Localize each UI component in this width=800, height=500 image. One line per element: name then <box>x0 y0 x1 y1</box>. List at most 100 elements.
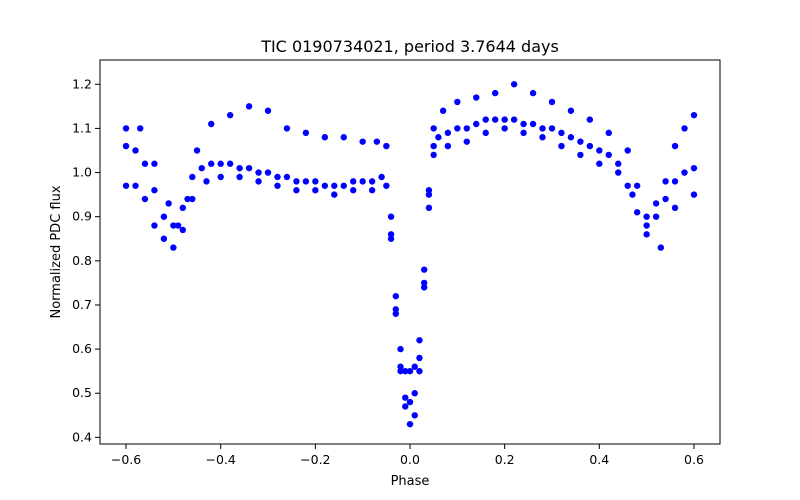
data-point <box>402 394 409 401</box>
data-point <box>392 306 400 313</box>
data-point <box>596 160 603 167</box>
data-point <box>245 103 253 110</box>
x-tick-label: 0.0 <box>400 452 420 467</box>
x-tick-label: 0.4 <box>589 452 609 467</box>
data-point <box>681 125 688 132</box>
data-point <box>615 160 622 167</box>
data-point <box>444 129 452 137</box>
data-point <box>420 279 428 287</box>
data-point <box>605 129 612 137</box>
data-point <box>406 420 414 428</box>
axis-ticks: −0.6 −0.4 −0.2 0.0 0.2 0.4 0.6 0.4 0.5 0.6 0.7 0.8 0… <box>72 76 704 467</box>
data-point <box>255 169 262 176</box>
data-point <box>397 345 404 353</box>
data-point <box>586 142 594 150</box>
data-point <box>671 204 679 212</box>
data-point <box>151 187 158 194</box>
data-point <box>122 182 130 189</box>
y-tick-label: 1.1 <box>72 120 92 135</box>
data-point <box>671 142 679 150</box>
data-point <box>321 134 329 141</box>
data-point <box>198 164 205 172</box>
data-point <box>454 98 461 106</box>
data-point <box>416 367 423 375</box>
data-point <box>624 147 631 154</box>
data-point <box>331 182 338 189</box>
data-points <box>122 81 698 428</box>
x-tick-label: −0.4 <box>206 452 236 467</box>
data-point <box>321 182 329 189</box>
data-point <box>245 164 253 172</box>
data-point <box>548 98 556 106</box>
data-point <box>132 182 139 189</box>
data-point <box>425 204 433 212</box>
data-point <box>501 125 508 132</box>
data-point <box>406 398 414 406</box>
data-point <box>179 204 187 212</box>
data-point <box>189 173 196 181</box>
data-point <box>160 235 168 242</box>
data-point <box>629 191 636 198</box>
x-axis-label: Phase <box>391 474 430 489</box>
data-point <box>283 173 291 181</box>
data-point <box>264 107 272 114</box>
data-point <box>373 138 381 145</box>
x-tick-label: −0.2 <box>300 452 330 467</box>
data-point <box>226 111 234 119</box>
data-point <box>501 116 508 123</box>
data-point <box>435 134 442 141</box>
data-point <box>416 354 423 362</box>
data-point <box>624 182 631 189</box>
data-point <box>420 266 428 273</box>
x-tick-label: 0.2 <box>495 452 515 467</box>
data-point <box>387 231 395 238</box>
y-tick-label: 0.8 <box>72 253 92 268</box>
data-point <box>141 160 149 167</box>
data-point <box>425 191 433 198</box>
data-point <box>411 390 418 397</box>
data-point <box>170 244 177 251</box>
data-point <box>491 89 499 97</box>
data-point <box>151 222 158 229</box>
data-point <box>302 178 310 185</box>
data-point <box>383 142 390 150</box>
data-point <box>340 182 347 189</box>
data-point <box>137 125 144 132</box>
data-point <box>217 173 224 181</box>
data-point <box>406 367 414 375</box>
data-point <box>510 81 518 88</box>
data-point <box>132 147 139 154</box>
data-point <box>264 169 272 176</box>
data-point <box>520 120 527 128</box>
data-point <box>293 187 300 194</box>
data-point <box>189 195 196 203</box>
data-point <box>671 178 679 185</box>
data-point <box>643 231 650 238</box>
data-point <box>368 178 376 185</box>
data-point <box>174 222 182 229</box>
data-point <box>558 129 565 137</box>
data-point <box>430 151 437 159</box>
data-point <box>482 129 489 137</box>
data-point <box>402 403 409 410</box>
data-point <box>539 134 546 141</box>
data-point <box>662 178 669 185</box>
data-point <box>615 169 622 176</box>
data-point <box>392 310 400 317</box>
data-point <box>340 134 347 141</box>
data-point <box>160 213 168 220</box>
data-point <box>473 120 480 128</box>
data-point <box>577 151 584 159</box>
y-tick-label: 1.0 <box>72 165 92 180</box>
y-tick-label: 1.2 <box>72 76 92 91</box>
data-point <box>402 367 409 375</box>
data-point <box>217 160 224 167</box>
data-point <box>463 138 470 145</box>
data-point <box>302 129 310 137</box>
data-point <box>387 235 395 242</box>
data-point <box>652 200 660 207</box>
data-point <box>378 173 385 181</box>
data-point <box>383 182 390 189</box>
data-point <box>122 142 130 150</box>
y-tick-label: 0.7 <box>72 297 92 312</box>
